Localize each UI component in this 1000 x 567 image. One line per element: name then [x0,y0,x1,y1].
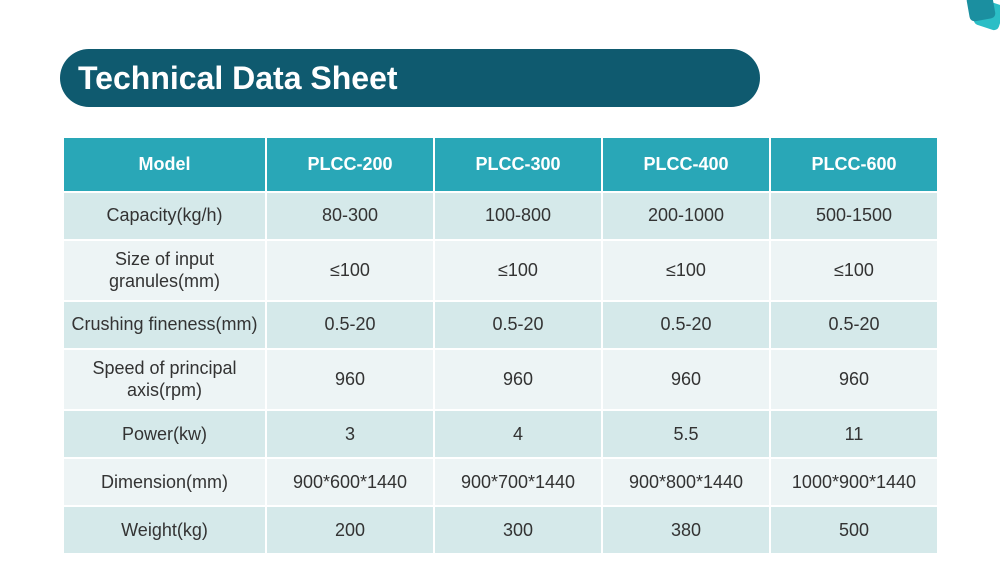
cell: 900*600*1440 [266,458,434,506]
cell: 380 [602,506,770,554]
cell: ≤100 [434,240,602,301]
row-label: Crushing fineness(mm) [64,301,266,349]
table-row: Capacity(kg/h)80-300100-800200-1000500-1… [64,192,938,240]
col-header: Model [64,138,266,192]
cell: 80-300 [266,192,434,240]
corner-decoration-icon [958,0,1000,42]
col-header: PLCC-400 [602,138,770,192]
data-table-container: Model PLCC-200 PLCC-300 PLCC-400 PLCC-60… [64,138,938,555]
table-row: Size of input granules(mm)≤100≤100≤100≤1… [64,240,938,301]
row-label: Size of input granules(mm) [64,240,266,301]
title-bar: Technical Data Sheet [60,49,760,107]
cell: 960 [266,349,434,410]
table-row: Dimension(mm)900*600*1440900*700*1440900… [64,458,938,506]
cell: 1000*900*1440 [770,458,938,506]
cell: 960 [602,349,770,410]
cell: 0.5-20 [602,301,770,349]
cell: 0.5-20 [434,301,602,349]
table-row: Weight(kg)200300380500 [64,506,938,554]
cell: 200 [266,506,434,554]
cell: 0.5-20 [770,301,938,349]
col-header: PLCC-200 [266,138,434,192]
cell: ≤100 [770,240,938,301]
cell: 900*800*1440 [602,458,770,506]
cell: ≤100 [266,240,434,301]
cell: 3 [266,410,434,458]
technical-data-table: Model PLCC-200 PLCC-300 PLCC-400 PLCC-60… [64,138,939,555]
row-label: Speed of principal axis(rpm) [64,349,266,410]
cell: 4 [434,410,602,458]
cell: 0.5-20 [266,301,434,349]
row-label: Dimension(mm) [64,458,266,506]
cell: 960 [434,349,602,410]
cell: 300 [434,506,602,554]
cell: 960 [770,349,938,410]
table-row: Speed of principal axis(rpm)960960960960 [64,349,938,410]
cell: 500 [770,506,938,554]
col-header: PLCC-600 [770,138,938,192]
col-header: PLCC-300 [434,138,602,192]
table-row: Power(kw)345.511 [64,410,938,458]
row-label: Capacity(kg/h) [64,192,266,240]
cell: ≤100 [602,240,770,301]
row-label: Power(kw) [64,410,266,458]
table-header-row: Model PLCC-200 PLCC-300 PLCC-400 PLCC-60… [64,138,938,192]
cell: 5.5 [602,410,770,458]
cell: 200-1000 [602,192,770,240]
cell: 11 [770,410,938,458]
cell: 500-1500 [770,192,938,240]
table-row: Crushing fineness(mm)0.5-200.5-200.5-200… [64,301,938,349]
page-title: Technical Data Sheet [78,60,398,97]
row-label: Weight(kg) [64,506,266,554]
cell: 900*700*1440 [434,458,602,506]
cell: 100-800 [434,192,602,240]
